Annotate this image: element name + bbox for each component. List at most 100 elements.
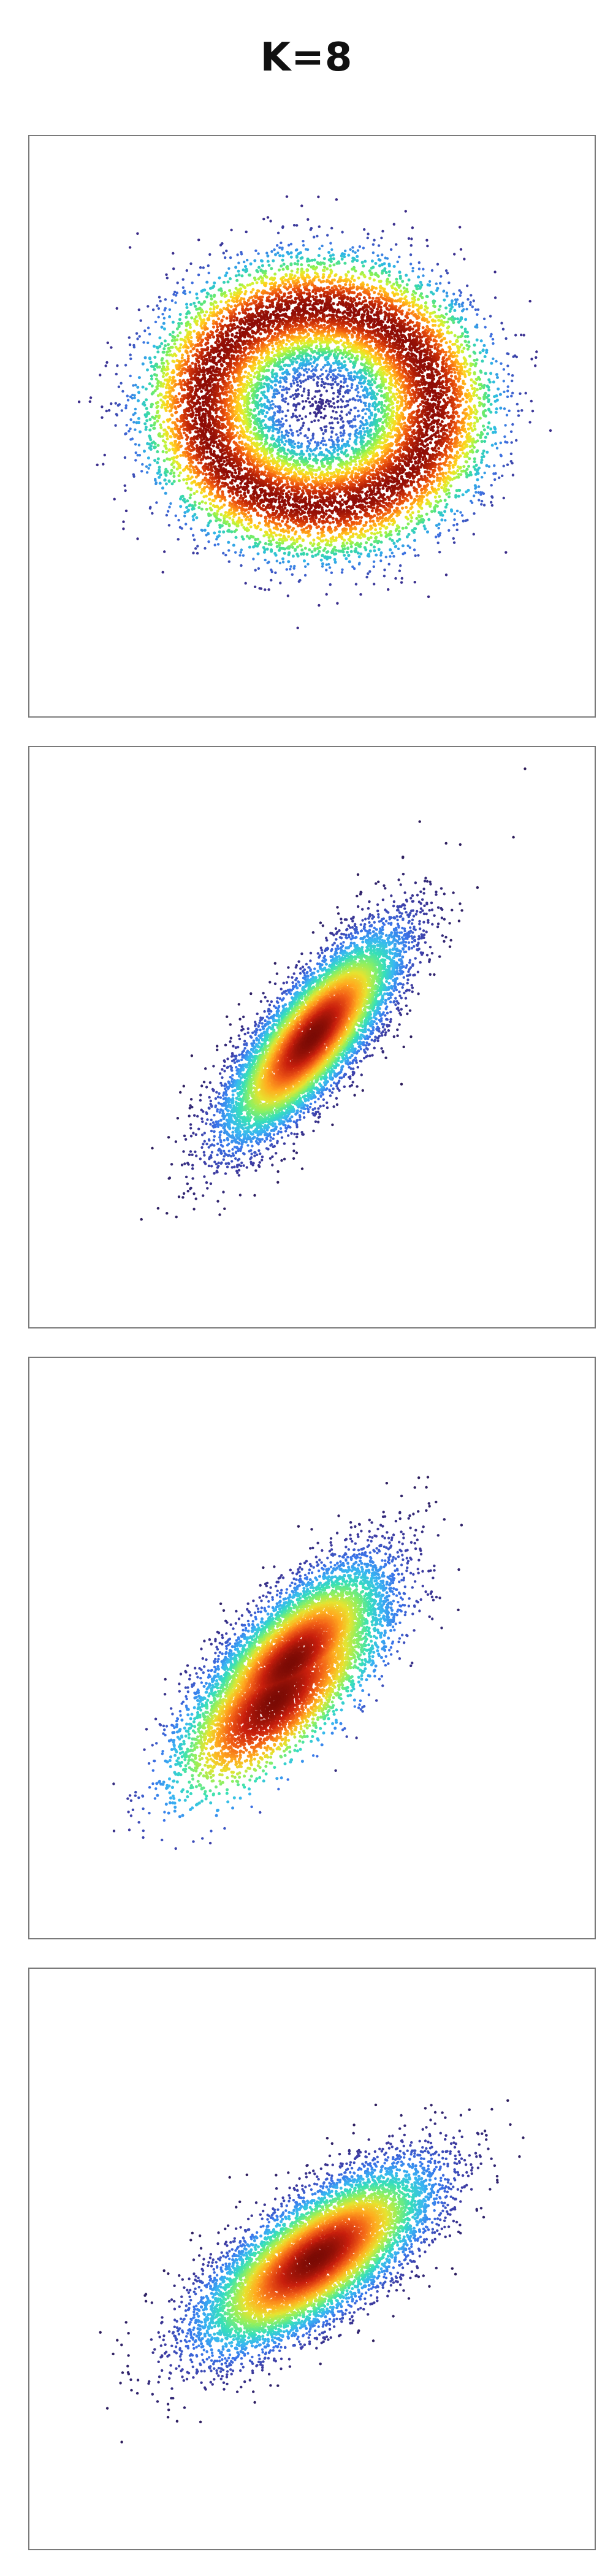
scatter-point — [174, 439, 178, 443]
scatter-point — [150, 424, 153, 427]
scatter-point — [492, 431, 495, 434]
scatter-point — [166, 372, 169, 375]
scatter-point — [330, 416, 333, 419]
scatter-point — [156, 304, 159, 307]
scatter-point — [335, 261, 339, 265]
scatter-point — [254, 436, 257, 440]
scatter-point — [279, 533, 283, 537]
scatter-point — [269, 220, 272, 223]
scatter-point — [270, 568, 273, 572]
scatter-point — [322, 407, 326, 411]
scatter-point — [489, 372, 493, 375]
scatter-point — [251, 288, 255, 291]
scatter-point — [329, 446, 332, 449]
scatter-point — [351, 250, 354, 253]
scatter-point — [343, 360, 346, 364]
scatter-point — [208, 507, 212, 510]
scatter-point — [487, 400, 490, 404]
scatter-point — [501, 474, 504, 477]
scatter-point — [453, 460, 457, 464]
scatter-point — [365, 283, 369, 287]
scatter-point — [307, 428, 310, 432]
scatter-point — [408, 304, 411, 308]
scatter-point — [426, 530, 429, 534]
scatter-point — [289, 395, 292, 399]
scatter-point — [321, 553, 324, 557]
scatter-point — [480, 458, 484, 462]
scatter-point — [377, 548, 381, 551]
scatter-point — [511, 423, 514, 426]
scatter-point — [324, 555, 327, 559]
scatter-point — [437, 526, 440, 530]
scatter-point — [329, 583, 332, 586]
scatter-point — [248, 364, 251, 368]
scatter-point — [176, 282, 179, 285]
scatter-point — [287, 252, 291, 256]
scatter-point — [444, 306, 448, 310]
scatter-point — [445, 294, 449, 298]
scatter-point — [252, 432, 256, 435]
scatter-point — [150, 444, 153, 448]
scatter-point — [315, 461, 319, 465]
scatter-point — [379, 551, 383, 554]
scatter-point — [205, 534, 208, 537]
scatter-point — [217, 534, 221, 538]
scatter-point — [332, 450, 336, 454]
scatter-point — [272, 403, 275, 406]
scatter-point — [375, 535, 378, 539]
scatter-point — [517, 409, 520, 413]
scatter-point — [349, 424, 352, 427]
scatter-point — [207, 540, 210, 543]
scatter-point — [311, 434, 314, 437]
scatter-point — [509, 430, 513, 433]
scatter-point — [167, 384, 171, 388]
scatter-point — [338, 533, 341, 536]
scatter-point — [248, 283, 252, 286]
scatter-point — [409, 244, 413, 247]
scatter-point — [294, 452, 297, 456]
scatter-point — [447, 470, 451, 473]
scatter-point — [295, 553, 299, 556]
scatter-point — [371, 374, 374, 377]
scatter-point — [286, 364, 290, 367]
scatter-point — [286, 409, 289, 412]
scatter-point — [400, 577, 403, 580]
scatter-point — [324, 382, 327, 385]
scatter-point — [381, 271, 384, 275]
scatter-point — [307, 394, 310, 397]
scatter-point — [300, 394, 303, 397]
scatter-point — [319, 393, 323, 397]
scatter-point — [354, 459, 357, 463]
scatter-point — [482, 343, 486, 347]
scatter-point — [171, 320, 175, 324]
scatter-point — [254, 383, 257, 386]
scatter-point — [318, 247, 321, 250]
scatter-point — [346, 270, 350, 274]
scatter-point — [436, 533, 440, 537]
scatter-point — [316, 384, 319, 388]
scatter-point — [212, 307, 216, 311]
scatter-point — [434, 315, 438, 318]
scatter-point — [489, 402, 493, 406]
scatter-point — [463, 375, 467, 378]
scatter-point — [314, 390, 318, 393]
scatter-point — [239, 551, 242, 554]
scatter-point — [388, 280, 392, 284]
scatter-point — [303, 434, 306, 437]
scatter-point — [244, 581, 247, 585]
scatter-point — [238, 554, 242, 557]
scatter-point — [159, 393, 163, 396]
scatter-point — [226, 520, 229, 524]
scatter-point — [343, 253, 346, 256]
scatter-point — [166, 367, 170, 371]
scatter-point — [283, 451, 287, 455]
scatter-point — [370, 383, 374, 386]
scatter-point — [438, 482, 441, 486]
scatter-point — [222, 530, 226, 534]
scatter-point — [196, 545, 199, 548]
scatter-point — [463, 330, 467, 334]
scatter-point — [227, 523, 231, 526]
scatter-point — [466, 488, 470, 492]
scatter-point — [353, 378, 357, 381]
scatter-point — [265, 411, 269, 415]
